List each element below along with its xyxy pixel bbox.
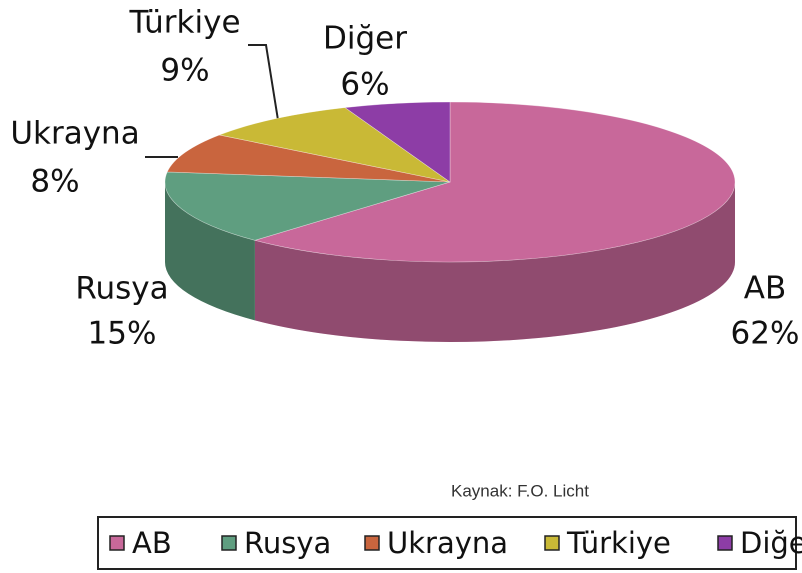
value-label: 15% <box>88 316 157 352</box>
slice-label: Rusya <box>75 271 168 307</box>
legend-label: Türkiye <box>566 526 671 560</box>
legend-box <box>97 516 797 570</box>
slice <box>344 101 451 183</box>
legend-swatch <box>717 535 733 551</box>
legend-swatch <box>221 535 237 551</box>
value-label: 6% <box>340 67 389 103</box>
slice-side-shade <box>254 182 736 342</box>
legend-label: AB <box>132 526 172 560</box>
value-label: 62% <box>731 316 800 352</box>
source: Kaynak: F.O. Licht <box>451 481 589 500</box>
slice-side <box>165 182 255 321</box>
slice-side <box>254 182 736 342</box>
legend-swatch <box>109 535 125 551</box>
slice-label: Ukrayna <box>10 116 139 152</box>
slice-label: Türkiye <box>128 5 240 41</box>
slice-side-shade <box>165 182 255 321</box>
pie <box>164 101 736 342</box>
legend-swatch <box>544 535 560 551</box>
slice-label: AB <box>744 271 786 307</box>
slice <box>166 134 451 183</box>
slice <box>164 171 451 241</box>
slice <box>218 107 451 183</box>
leader-line <box>248 44 279 121</box>
value-label: 8% <box>30 164 79 200</box>
value-label: 9% <box>160 53 209 89</box>
slice <box>253 101 736 263</box>
legend-label: Ukrayna <box>387 526 508 560</box>
legend-label: Diğer <box>740 526 802 560</box>
legend-label: Rusya <box>244 526 331 560</box>
legend-swatch <box>364 535 380 551</box>
slice-label: Diğer <box>323 21 407 57</box>
